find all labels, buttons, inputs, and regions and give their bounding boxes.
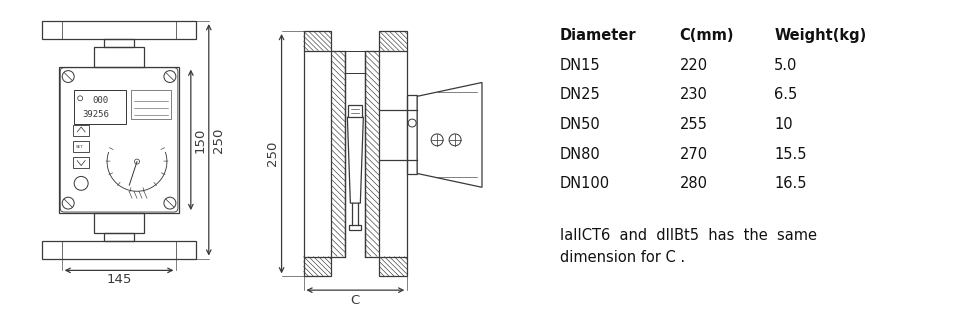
Bar [42, 241, 196, 259]
Bar [380, 256, 407, 276]
Text: 6.5: 6.5 [774, 87, 797, 102]
Bar [74, 125, 89, 136]
Text: Diameter: Diameter [560, 28, 637, 43]
Bar [348, 105, 362, 117]
Text: DN80: DN80 [560, 147, 600, 162]
Text: 000: 000 [92, 96, 108, 105]
Text: 15.5: 15.5 [774, 147, 807, 162]
Bar [380, 31, 407, 51]
Text: DN25: DN25 [560, 87, 600, 102]
Bar [407, 95, 417, 174]
Text: 255: 255 [680, 117, 707, 132]
Bar [104, 233, 134, 241]
Bar [94, 47, 144, 67]
Text: 145: 145 [106, 273, 132, 286]
Bar [75, 90, 126, 124]
Bar [345, 51, 365, 73]
Text: DN100: DN100 [560, 176, 610, 192]
Bar [131, 90, 171, 119]
Text: 280: 280 [680, 176, 707, 192]
Text: Weight(kg): Weight(kg) [774, 28, 866, 43]
Polygon shape [417, 82, 482, 187]
Bar [42, 21, 196, 39]
Bar [365, 51, 380, 256]
Text: 250: 250 [212, 127, 225, 153]
Text: 220: 220 [680, 58, 707, 73]
Bar [104, 39, 134, 47]
Text: DN15: DN15 [560, 58, 600, 73]
Text: 16.5: 16.5 [774, 176, 807, 192]
Text: 250: 250 [266, 141, 278, 166]
Bar [74, 141, 89, 152]
Text: DN50: DN50 [560, 117, 600, 132]
Bar [303, 31, 332, 51]
Text: SET: SET [76, 145, 84, 149]
Bar [74, 157, 89, 168]
Bar [59, 67, 179, 213]
Bar [349, 225, 361, 230]
Polygon shape [347, 117, 363, 203]
Text: 270: 270 [680, 147, 707, 162]
Text: 10: 10 [774, 117, 793, 132]
Text: dimension for C .: dimension for C . [560, 250, 684, 265]
Text: 150: 150 [194, 127, 206, 153]
Bar [303, 256, 332, 276]
Text: C(mm): C(mm) [680, 28, 734, 43]
Text: IaIICT6  and  dIIBt5  has  the  same: IaIICT6 and dIIBt5 has the same [560, 228, 816, 243]
Text: 230: 230 [680, 87, 707, 102]
Bar [332, 51, 345, 256]
Text: C: C [351, 294, 360, 307]
Text: 39256: 39256 [82, 110, 109, 119]
Text: 5.0: 5.0 [774, 58, 797, 73]
Bar [94, 213, 144, 233]
